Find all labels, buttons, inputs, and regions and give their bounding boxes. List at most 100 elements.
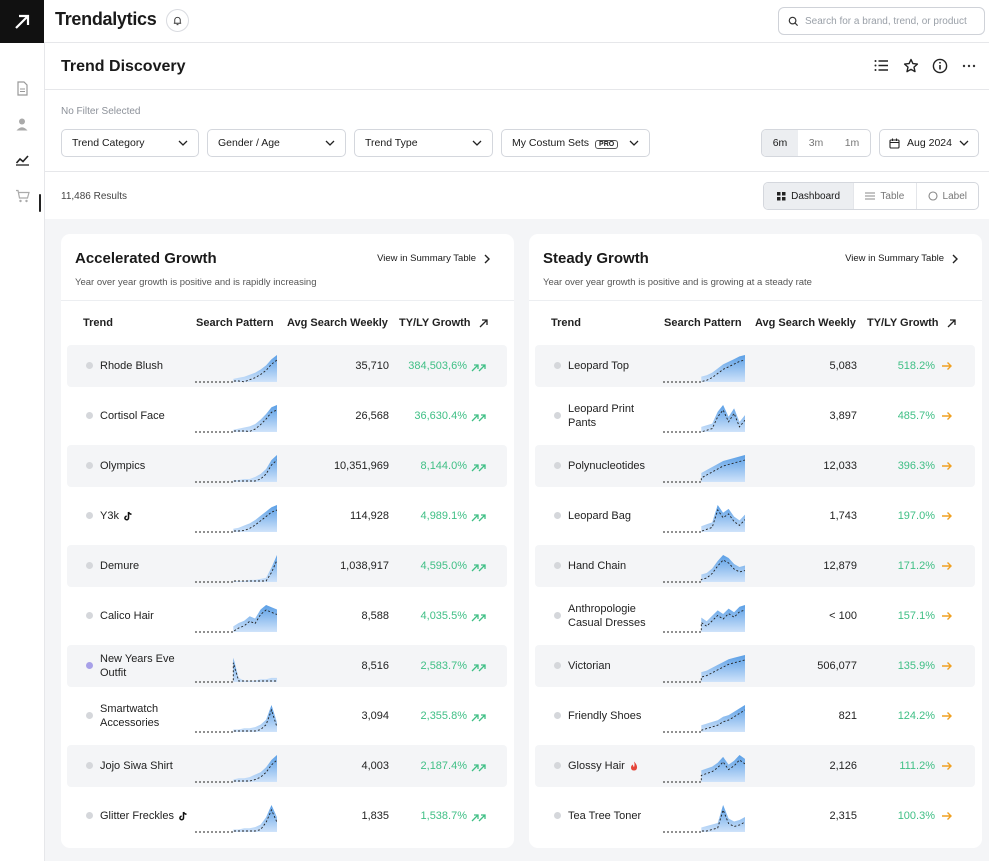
table-row[interactable]: Glitter Freckles 1,835 1,538.7% bbox=[67, 795, 507, 837]
table-row[interactable]: Victorian 506,077 135.9% bbox=[535, 645, 975, 687]
table-row[interactable]: Anthropologie Casual Dresses < 100 157.1% bbox=[535, 595, 975, 637]
range-3m[interactable]: 3m bbox=[808, 137, 824, 149]
date-dropdown[interactable]: Aug 2024 bbox=[879, 129, 979, 157]
table-row[interactable]: Polynucleotides 12,033 396.3% bbox=[535, 445, 975, 487]
growth-value: 384,503,6% bbox=[408, 360, 467, 372]
search-pattern-sparkline bbox=[195, 455, 277, 483]
avg-search-weekly: 1,743 bbox=[829, 510, 857, 522]
top-bar: Trendalytics Search for a brand, trend, … bbox=[0, 0, 989, 43]
bell-icon[interactable] bbox=[166, 9, 189, 32]
table-row[interactable]: Leopard Top 5,083 518.2% bbox=[535, 345, 975, 387]
trend-name[interactable]: Cortisol Face bbox=[100, 410, 165, 422]
trend-name[interactable]: Rhode Blush bbox=[100, 360, 163, 372]
row-status-dot bbox=[86, 762, 93, 769]
row-status-dot bbox=[554, 562, 561, 569]
table-row[interactable]: Y3k 114,928 4,989.1% bbox=[67, 495, 507, 537]
row-status-dot bbox=[86, 512, 93, 519]
trend-name[interactable]: Glossy Hair bbox=[568, 745, 663, 787]
view-summary-link[interactable]: View in Summary Table bbox=[845, 253, 958, 264]
avg-search-weekly: 8,516 bbox=[361, 660, 389, 672]
search-input[interactable]: Search for a brand, trend, or product bbox=[778, 7, 985, 35]
table-row[interactable]: Leopard Print Pants 3,897 485.7% bbox=[535, 395, 975, 437]
trend-name[interactable]: Polynucleotides bbox=[568, 460, 646, 472]
trend-category-dropdown[interactable]: Trend Category bbox=[61, 129, 199, 157]
trend-name[interactable]: Friendly Shoes bbox=[568, 710, 642, 722]
trend-name[interactable]: Y3k bbox=[100, 495, 195, 537]
document-icon[interactable] bbox=[14, 80, 30, 96]
column-header-trend: Trend bbox=[551, 317, 581, 329]
table-row[interactable]: Calico Hair 8,588 4,035.5% bbox=[67, 595, 507, 637]
table-row[interactable]: Smartwatch Accessories 3,094 2,355.8% bbox=[67, 695, 507, 737]
growth-value: 518.2% bbox=[897, 360, 935, 372]
accelerated-growth-card: Accelerated Growth Year over year growth… bbox=[61, 234, 514, 848]
list-icon bbox=[865, 192, 876, 200]
cart-icon[interactable] bbox=[14, 188, 30, 204]
view-label[interactable]: Label bbox=[915, 183, 978, 209]
star-icon[interactable] bbox=[902, 57, 919, 74]
logo-icon[interactable] bbox=[0, 0, 44, 43]
table-row[interactable]: Friendly Shoes 821 124.2% bbox=[535, 695, 975, 737]
filter-bar: No Filter Selected Trend Category Gender… bbox=[45, 90, 989, 172]
column-header-growth[interactable]: TY/LY Growth bbox=[867, 317, 956, 329]
table-row[interactable]: Hand Chain 12,879 171.2% bbox=[535, 545, 975, 587]
range-6m[interactable]: 6m bbox=[762, 130, 798, 156]
search-pattern-sparkline bbox=[195, 805, 277, 833]
pro-badge: PRO bbox=[595, 140, 619, 149]
growth-value: 111.2% bbox=[899, 760, 935, 772]
card-title: Steady Growth bbox=[543, 250, 649, 267]
avg-search-weekly: 12,033 bbox=[823, 460, 857, 472]
trend-name[interactable]: Victorian bbox=[568, 660, 611, 672]
row-status-dot bbox=[86, 812, 93, 819]
custom-sets-dropdown[interactable]: My Costum Sets PRO bbox=[501, 129, 650, 157]
trend-type-dropdown[interactable]: Trend Type bbox=[354, 129, 493, 157]
trend-name[interactable]: Demure bbox=[100, 560, 140, 572]
table-row[interactable]: Olympics 10,351,969 8,144.0% bbox=[67, 445, 507, 487]
trend-name[interactable]: Olympics bbox=[100, 460, 146, 472]
gender-age-dropdown[interactable]: Gender / Age bbox=[207, 129, 346, 157]
double-arrow-up-right-icon bbox=[471, 414, 486, 422]
avg-search-weekly: 5,083 bbox=[829, 360, 857, 372]
search-pattern-sparkline bbox=[663, 805, 745, 833]
row-status-dot bbox=[554, 662, 561, 669]
trend-name[interactable]: Glitter Freckles bbox=[100, 795, 195, 837]
info-icon[interactable] bbox=[931, 57, 948, 74]
more-icon[interactable] bbox=[960, 57, 977, 74]
user-icon[interactable] bbox=[14, 116, 30, 132]
growth-value: 135.9% bbox=[897, 660, 935, 672]
trend-chart-icon[interactable] bbox=[14, 152, 30, 168]
trend-name[interactable]: Calico Hair bbox=[100, 610, 154, 622]
column-header-growth[interactable]: TY/LY Growth bbox=[399, 317, 488, 329]
trend-name[interactable]: Jojo Siwa Shirt bbox=[100, 760, 173, 772]
search-pattern-sparkline bbox=[663, 455, 745, 483]
trend-name[interactable]: Smartwatch Accessories bbox=[100, 703, 160, 729]
view-summary-link[interactable]: View in Summary Table bbox=[377, 253, 490, 264]
trend-name[interactable]: Leopard Top bbox=[568, 360, 629, 372]
table-row[interactable]: Leopard Bag 1,743 197.0% bbox=[535, 495, 975, 537]
trend-name[interactable]: Leopard Bag bbox=[568, 510, 631, 522]
arrow-right-icon bbox=[942, 762, 952, 770]
trend-name[interactable]: Anthropologie Casual Dresses bbox=[568, 603, 646, 629]
trend-name[interactable]: Hand Chain bbox=[568, 560, 627, 572]
range-1m[interactable]: 1m bbox=[844, 137, 860, 149]
card-title: Accelerated Growth bbox=[75, 250, 217, 267]
table-row[interactable]: Jojo Siwa Shirt 4,003 2,187.4% bbox=[67, 745, 507, 787]
growth-value: 4,035.5% bbox=[420, 610, 467, 622]
avg-search-weekly: 1,835 bbox=[361, 810, 389, 822]
trend-name[interactable]: Tea Tree Toner bbox=[568, 810, 642, 822]
view-table[interactable]: Table bbox=[853, 183, 915, 209]
search-pattern-sparkline bbox=[195, 555, 277, 583]
table-row[interactable]: Glossy Hair 2,126 111.2% bbox=[535, 745, 975, 787]
trend-name[interactable]: New Years Eve Outfit bbox=[100, 653, 175, 679]
table-row[interactable]: Rhode Blush 35,710 384,503,6% bbox=[67, 345, 507, 387]
chevron-right-icon bbox=[952, 254, 958, 263]
table-row[interactable]: Demure 1,038,917 4,595.0% bbox=[67, 545, 507, 587]
table-row[interactable]: Tea Tree Toner 2,315 100.3% bbox=[535, 795, 975, 837]
double-arrow-up-right-icon bbox=[471, 464, 486, 472]
list-icon[interactable] bbox=[873, 57, 890, 74]
chevron-right-icon bbox=[484, 254, 490, 263]
table-row[interactable]: Cortisol Face 26,568 36,630.4% bbox=[67, 395, 507, 437]
table-row[interactable]: New Years Eve Outfit 8,516 2,583.7% bbox=[67, 645, 507, 687]
growth-value: 124.2% bbox=[897, 710, 935, 722]
trend-name[interactable]: Leopard Print Pants bbox=[568, 403, 635, 429]
view-dashboard[interactable]: Dashboard bbox=[764, 183, 854, 209]
